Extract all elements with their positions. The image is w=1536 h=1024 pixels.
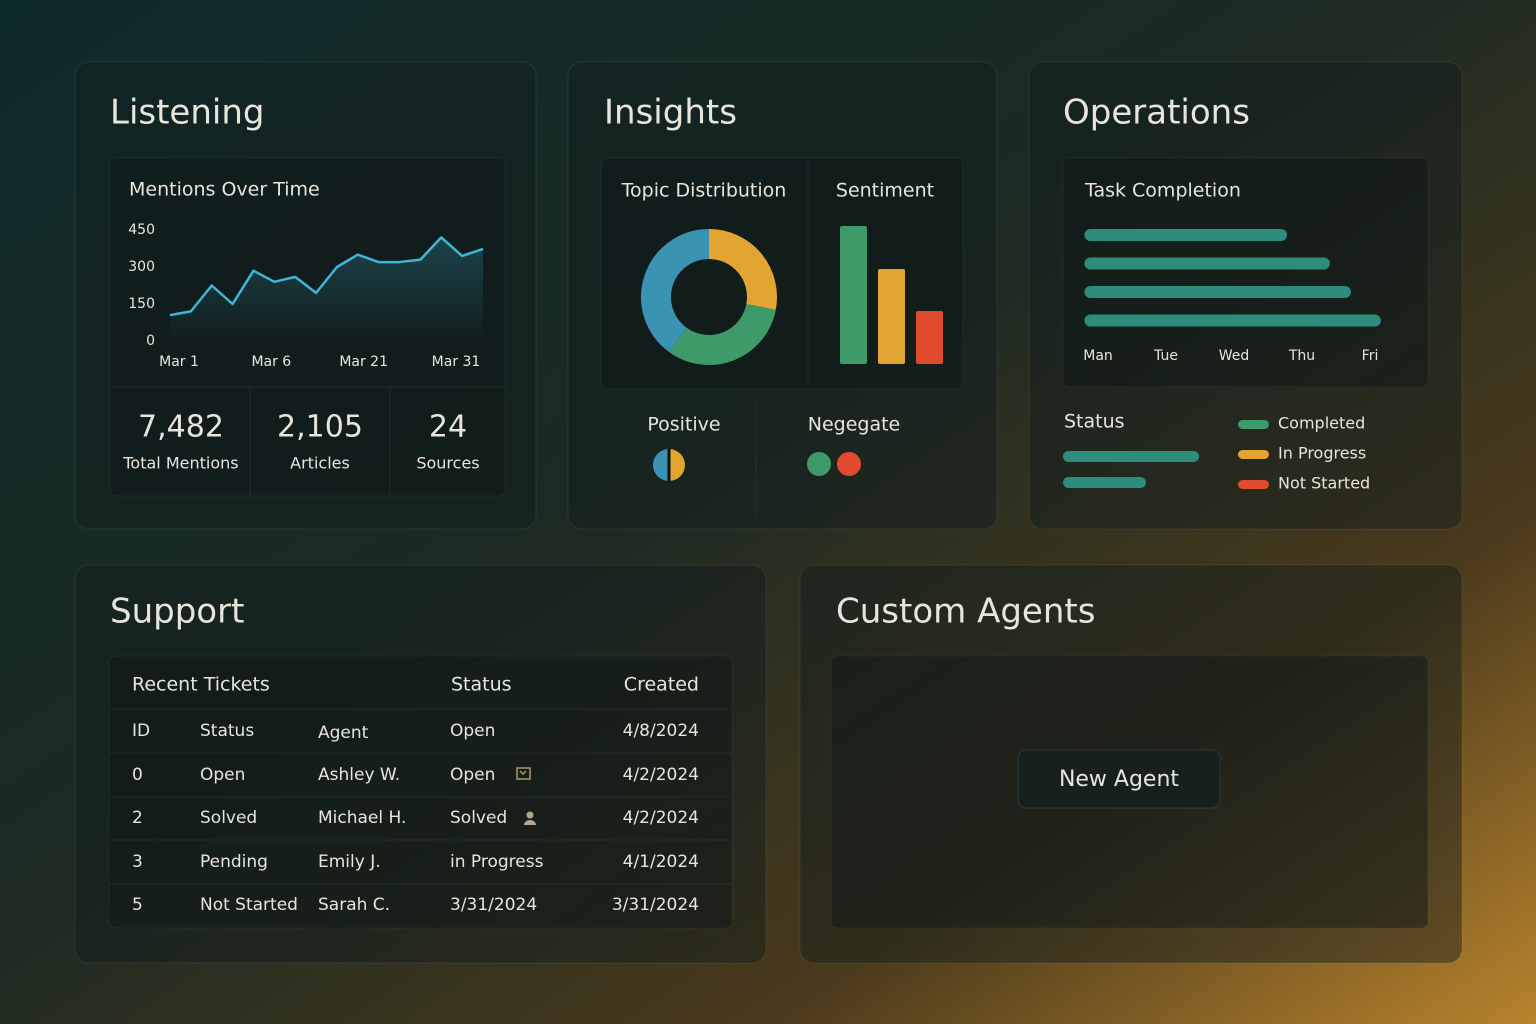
label: Status [1064, 411, 1125, 433]
y-tick-label: 150 [128, 296, 155, 312]
legend-label: In Progress [1278, 444, 1366, 463]
panel-title: Support [110, 592, 244, 632]
stat-label: Total Mentions [122, 454, 238, 473]
x-tick-label: Thu [1288, 348, 1315, 364]
donut-segment [708, 229, 777, 310]
line [169, 236, 484, 317]
table-cell: Agent [318, 723, 369, 743]
table-header: Recent Tickets [132, 674, 270, 696]
panel-title: Custom Agents [836, 592, 1095, 632]
table-cell: Open [450, 721, 495, 741]
table-cell: 4/1/2024 [623, 852, 699, 872]
y-tick-label: 300 [128, 259, 155, 275]
table-cell: Solved [450, 808, 507, 828]
table-cell: Status [200, 721, 254, 741]
table-cell: in Progress [450, 852, 544, 872]
line-area [170, 237, 483, 341]
panel [567, 61, 998, 530]
chart-title: Sentiment [836, 180, 934, 202]
legend-swatch [1238, 480, 1269, 489]
x-tick-label: Tue [1153, 348, 1178, 364]
stat-label: Articles [290, 454, 350, 473]
bar [1084, 257, 1330, 270]
icon [524, 820, 536, 825]
panel [74, 564, 767, 964]
table-cell: Solved [200, 808, 257, 828]
table-cell: 0 [132, 765, 143, 785]
table-header: Created [624, 674, 699, 696]
table-cell: 4/2/2024 [623, 765, 699, 785]
table-cell: Open [450, 765, 495, 785]
table-cell: ID [132, 721, 150, 741]
table-cell: Ashley W. [318, 765, 400, 785]
table-cell: Open [200, 765, 245, 785]
x-tick-label: Wed [1219, 348, 1250, 364]
stat-value: 7,482 [138, 410, 224, 445]
panel-title: Listening [110, 93, 264, 133]
chart-title: Mentions Over Time [129, 179, 320, 201]
table-card [108, 655, 733, 929]
donut-segment [669, 303, 776, 365]
table-cell: Not Started [200, 895, 298, 915]
status-bar [1063, 477, 1146, 488]
legend-swatch [1238, 450, 1269, 459]
y-tick-label: 450 [128, 222, 155, 238]
bar [916, 311, 943, 364]
table-cell: Pending [200, 852, 268, 872]
label: Negegate [808, 414, 901, 436]
bar [840, 226, 867, 364]
icon [807, 452, 831, 476]
bar [878, 269, 905, 364]
bar [1084, 286, 1351, 298]
chart-title: Topic Distribution [621, 180, 787, 202]
legend-label: Completed [1278, 414, 1365, 433]
new-agent-button[interactable] [1017, 749, 1221, 809]
legend-swatch [1238, 420, 1269, 429]
table-cell: 3/31/2024 [612, 895, 699, 915]
table-cell: 2 [132, 808, 143, 828]
label: Positive [647, 414, 720, 436]
table-cell: 4/2/2024 [623, 808, 699, 828]
x-tick-label: Mar 21 [339, 354, 388, 370]
x-tick-label: Mar 31 [432, 354, 481, 370]
card [1062, 157, 1429, 388]
stat-value: 2,105 [277, 410, 363, 445]
x-tick-label: Mar 1 [159, 354, 199, 370]
chart-title: Task Completion [1084, 180, 1241, 202]
panel-title: Insights [604, 93, 737, 133]
table-cell: Emily J. [318, 852, 381, 872]
table-cell: Sarah C. [318, 895, 390, 915]
button-label[interactable]: New Agent [1059, 767, 1179, 792]
table-cell: Michael H. [318, 808, 406, 828]
icon [837, 452, 861, 476]
table-cell: 3 [132, 852, 143, 872]
y-tick-label: 0 [146, 333, 155, 349]
stat-value: 24 [429, 410, 467, 445]
icon [516, 767, 531, 780]
table-cell: 3/31/2024 [450, 895, 537, 915]
x-tick-label: Fri [1362, 348, 1379, 364]
status-bar [1063, 451, 1199, 462]
stat-label: Sources [416, 454, 479, 473]
panel-title: Operations [1063, 93, 1250, 133]
icon [526, 811, 534, 819]
icon [669, 449, 685, 481]
bar [1084, 229, 1288, 241]
bar [1084, 314, 1381, 327]
donut-segment [641, 229, 710, 353]
table-header: Status [451, 674, 512, 696]
table-cell: 5 [132, 895, 143, 915]
legend-label: Not Started [1278, 474, 1370, 493]
x-tick-label: Mar 6 [251, 354, 291, 370]
table-cell: 4/8/2024 [623, 721, 699, 741]
x-tick-label: Man [1083, 348, 1113, 364]
icon [653, 449, 669, 481]
